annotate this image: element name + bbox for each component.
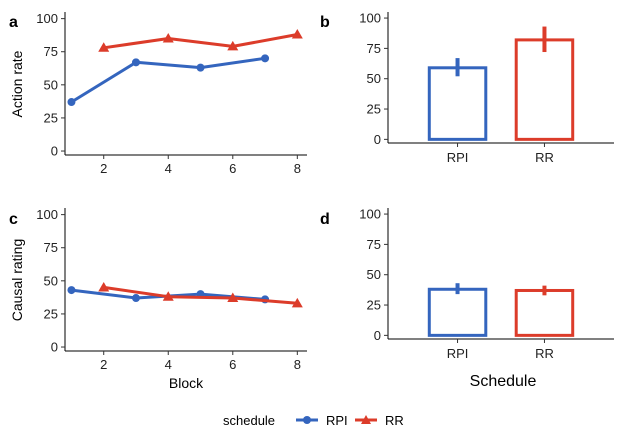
plot-area-d: 0 25 50 75 100 RPI RR [359,207,614,361]
x-tick-label-a-6: 6 [229,161,236,176]
x-tick-label-a-2: 2 [100,161,107,176]
plot-area-b: 0 25 50 75 100 RPI RR [359,11,614,165]
y-tick-label-d-0: 0 [374,328,381,343]
legend-title: schedule [223,413,275,428]
y-axis-title-a: Action rate [9,50,25,117]
y-tick-label-a-50: 50 [44,77,58,92]
legend-label-rpi: RPI [326,413,348,428]
y-tick-label-b-50: 50 [367,71,381,86]
bar-rpi-b [427,66,488,141]
legend-item-rpi: RPI [296,413,348,428]
y-tick-label-d-100: 100 [359,207,381,222]
series-line-rr-c [103,285,298,305]
x-tick-label-a-8: 8 [294,161,301,176]
point-rpi-a-2 [196,63,205,72]
y-tick-label-a-0: 0 [51,144,58,159]
point-rpi-a-1 [131,58,140,67]
x-tick-label-c-8: 8 [294,357,301,372]
x-axis-title-c: Block [169,375,204,391]
x-tick-label-d-rpi: RPI [447,346,469,361]
point-rpi-c-1 [131,294,140,303]
y-tick-label-c-25: 25 [44,306,58,321]
x-tick-label-b-rpi: RPI [447,150,469,165]
x-tick-label-b-rr: RR [535,150,554,165]
y-axis-title-c: Causal rating [9,239,25,322]
x-tick-label-d-rr: RR [535,346,554,361]
point-rr-a-3 [291,29,303,39]
y-tick-label-a-25: 25 [44,110,58,125]
bar-rpi-d [427,287,488,337]
y-tick-label-c-50: 50 [44,273,58,288]
bar-rr-d [514,288,575,337]
point-rpi-a-0 [67,98,76,107]
x-tick-label-c-2: 2 [100,357,107,372]
legend-marker-rr [361,415,371,424]
point-rr-a-2 [227,40,239,51]
point-rr-a-1 [162,32,174,43]
panel-d: d Schedule 0 25 50 75 100 RPI RR [320,207,614,390]
panel-label-a: a [9,14,18,31]
bar-rr-b [514,38,575,141]
x-tick-label-c-6: 6 [229,357,236,372]
plot-area-a: 0 25 50 75 100 2 4 6 8 [36,11,307,176]
legend-label-rr: RR [385,413,404,428]
panel-a: a Action rate 0 25 50 75 100 2 4 6 8 [9,11,307,176]
y-tick-label-c-100: 100 [36,207,58,222]
legend: schedule RPI RR [223,413,404,428]
point-rpi-a-3 [261,54,270,63]
series-line-rpi-a [70,56,266,104]
panel-b: b 0 25 50 75 100 RPI RR [320,11,614,165]
x-tick-label-a-4: 4 [165,161,172,176]
panel-label-c: c [9,211,18,228]
y-tick-label-a-75: 75 [44,44,58,59]
panel-c: c Causal rating Block 0 25 50 75 100 2 4 6 8 [9,207,307,391]
y-tick-label-c-0: 0 [51,340,58,355]
y-tick-label-b-75: 75 [367,41,381,56]
panel-label-d: d [320,211,330,228]
legend-marker-rpi [303,416,311,424]
point-rr-c-1 [162,291,174,301]
y-tick-label-d-25: 25 [367,298,381,313]
point-rr-a-0 [98,42,110,52]
series-line-rr-a [103,33,298,50]
point-rr-c-2 [227,292,239,303]
legend-item-rr: RR [355,413,404,428]
y-tick-label-d-50: 50 [367,267,381,282]
point-rr-c-0 [98,281,110,292]
y-tick-label-b-100: 100 [359,11,381,26]
y-tick-label-c-75: 75 [44,240,58,255]
y-tick-label-a-100: 100 [36,11,58,26]
point-rr-c-3 [291,297,303,308]
point-rpi-c-0 [67,286,76,295]
panel-label-b: b [320,14,330,31]
x-axis-title-d: Schedule [470,373,537,390]
x-tick-label-c-4: 4 [165,357,172,372]
plot-area-c: 0 25 50 75 100 2 4 6 8 [36,207,307,372]
y-tick-label-d-75: 75 [367,237,381,252]
y-tick-label-b-25: 25 [367,102,381,117]
y-tick-label-b-0: 0 [374,132,381,147]
